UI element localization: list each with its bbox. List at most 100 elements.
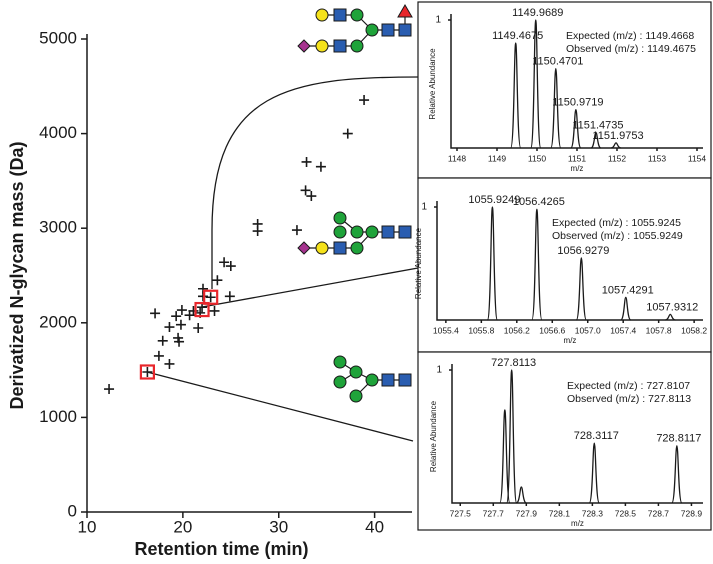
x-tick-label: 728.1 [549,508,571,518]
annotation: Observed (m/z) : 727.8113 [567,393,691,405]
x-tick-label: 728.3 [582,508,604,518]
highlight-marker [194,301,210,318]
data-point [142,366,153,377]
x-tick-label: 727.9 [516,508,538,518]
y-tick-label: 1000 [39,407,77,426]
y-tick-label: 1 [435,15,441,26]
data-point [176,305,187,316]
peak-label: 1055.9249 [468,194,520,206]
data-point [291,225,302,236]
peak-label: 1057.9312 [646,301,698,313]
y-axis-label: Derivatized N-glycan mass (Da) [7,141,27,409]
x-tick-label: 1056.6 [539,325,565,335]
y-axis-label: Relative Abundance [429,400,438,472]
axis-line [450,14,703,149]
axis-line [86,34,412,513]
x-tick-label: 727.5 [450,508,472,518]
y-tick-label: 1 [436,365,442,376]
annotation: Expected (m/z) : 727.8107 [567,380,690,392]
data-point [224,291,235,302]
glycan-icon [297,4,413,53]
x-tick-label: 728.9 [681,508,703,518]
x-tick-label: 1151 [568,153,587,163]
inset-panel [417,351,712,531]
inset-panel [417,177,712,353]
peak-label: 1150.4701 [532,56,583,68]
x-axis-label: m/z [571,519,584,528]
peak-label: 728.3117 [574,430,619,442]
data-point [153,350,164,361]
x-tick-label: 20 [173,517,192,536]
axis-line [451,364,703,504]
data-point [306,191,317,202]
data-point [104,384,115,395]
x-tick-label: 30 [269,517,288,536]
x-tick-label: 40 [365,517,384,536]
annotation: Expected (m/z) : 1055.9245 [552,217,681,229]
data-point [252,226,263,237]
y-axis-label: Relative Abundance [414,227,423,299]
glycan-icon [333,355,412,403]
peak [590,131,602,149]
highlight-marker [139,364,155,380]
data-point [164,358,175,369]
x-tick-label: 1055.4 [433,325,459,335]
data-point [300,185,311,196]
data-point [301,156,312,167]
x-axis-label: Retention time (min) [135,539,309,559]
x-tick-label: 1148 [448,153,467,163]
x-axis-label: m/z [564,336,577,345]
inset-panel [417,1,712,179]
peak-label: 1057.4291 [602,284,654,296]
x-tick-label: 1154 [688,153,707,163]
peak [610,142,622,149]
peak-label: 1149.9689 [512,7,563,19]
data-point [359,95,370,106]
x-tick-label: 1055.8 [468,325,494,335]
data-point [157,335,168,346]
peak-label: 1151.4735 [572,120,623,132]
x-tick-label: 1056.2 [504,325,530,335]
peak [575,257,587,321]
peak [506,369,518,504]
peak-label: 1150.9719 [552,97,603,109]
peak [499,409,511,504]
highlight-marker [203,289,219,305]
peak [620,296,632,321]
peak [588,442,600,504]
data-point [188,305,199,316]
x-tick-label: 1057.8 [646,325,672,335]
data-point [212,275,223,286]
peak-label: 1056.9279 [557,245,609,257]
peak [570,108,582,149]
y-tick-label: 3000 [39,218,77,237]
y-tick-label: 2000 [39,312,77,331]
axis-line [436,201,703,321]
x-tick-label: 10 [78,517,97,536]
y-tick-label: 5000 [39,28,77,47]
x-tick-label: 1058.2 [681,325,707,335]
peak [486,206,499,321]
peak [530,19,542,149]
data-point [209,305,220,316]
x-tick-label: 728.5 [615,508,637,518]
annotation: Expected (m/z) : 1149.4668 [566,30,694,42]
data-point [174,336,185,347]
peak-label: 1149.4675 [492,30,543,42]
connector [201,267,419,308]
x-tick-label: 727.7 [483,508,505,518]
peak [510,42,522,149]
connector [211,76,419,289]
x-tick-label: 1150 [528,153,547,163]
connector [146,371,414,442]
data-point [175,319,186,330]
glycan-icon [297,211,412,255]
data-point [219,257,230,268]
x-tick-label: 728.7 [648,508,670,518]
y-tick-label: 4000 [39,123,77,142]
data-point [225,261,236,272]
peak [671,445,683,504]
x-tick-label: 1153 [648,153,667,163]
y-axis-label: Relative Abundance [428,48,437,120]
